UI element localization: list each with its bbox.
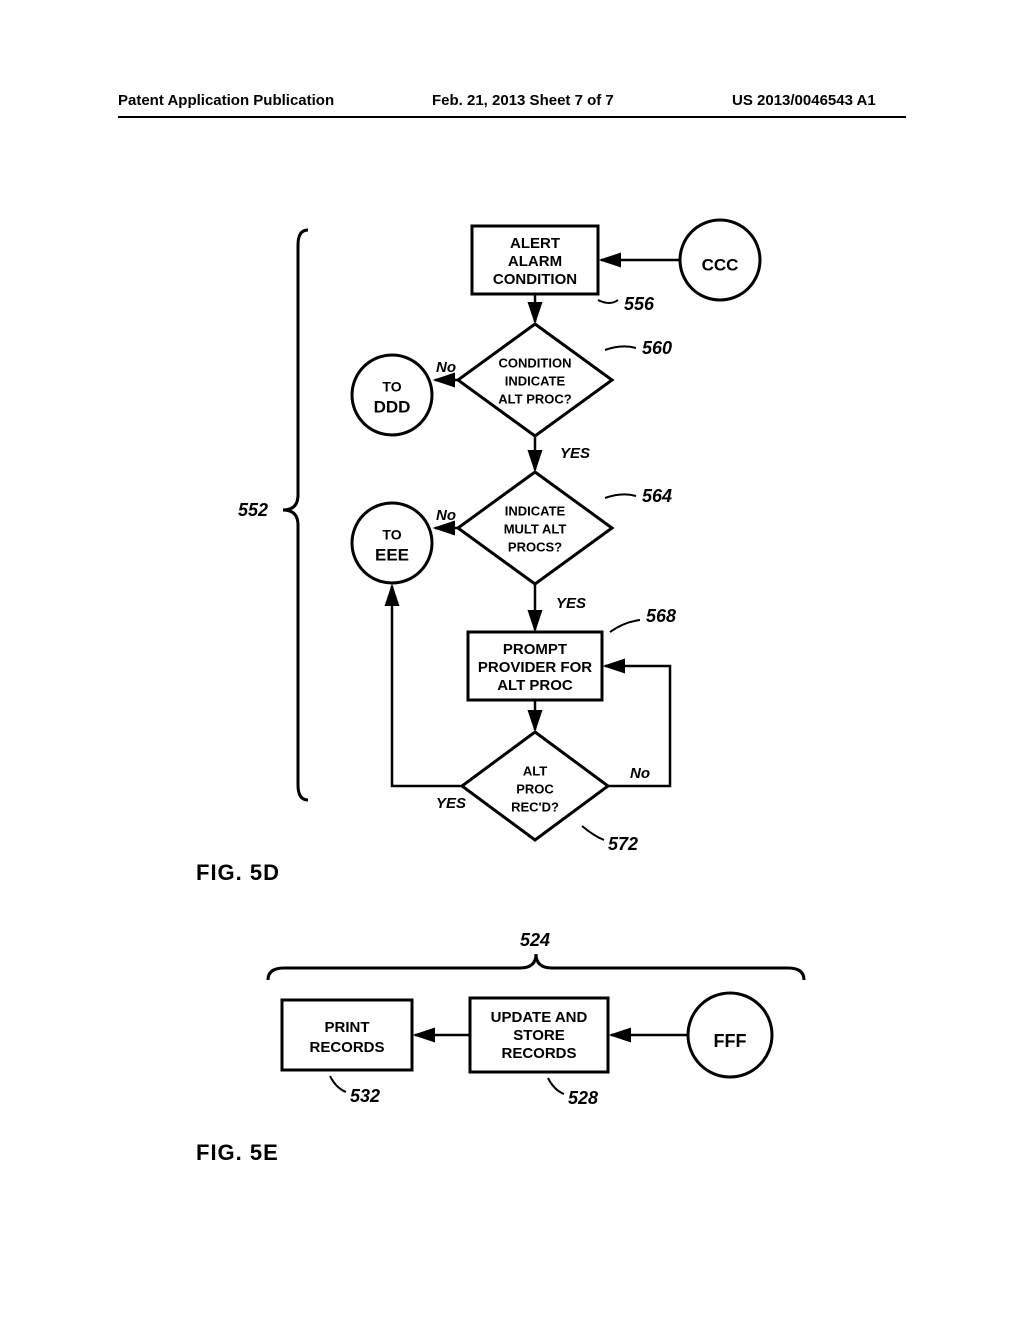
brace-552 — [283, 230, 308, 800]
yes-2: YES — [556, 595, 586, 612]
diamond-mult-l3: PROCS? — [508, 539, 562, 554]
yes-1: YES — [560, 445, 590, 462]
block-prompt-l3: ALT PROC — [497, 677, 573, 694]
conn-fff-label: FFF — [714, 1031, 747, 1051]
no-2: No — [436, 507, 456, 524]
ref-528: 528 — [568, 1088, 598, 1108]
fig5d-caption: FIG. 5D — [196, 860, 280, 885]
diamond-recd-l2: PROC — [516, 781, 554, 796]
block-update-l2: STORE — [513, 1027, 564, 1044]
ref-568: 568 — [646, 606, 676, 626]
block-update-l1: UPDATE AND — [491, 1009, 588, 1026]
ref-572: 572 — [608, 834, 638, 854]
leader-528 — [548, 1078, 564, 1094]
leader-556 — [598, 300, 618, 303]
diamond-cond-l3: ALT PROC? — [498, 391, 571, 406]
brace-524 — [268, 954, 804, 980]
diamond-mult-l2: MULT ALT — [504, 521, 567, 536]
conn-ccc-label: CCC — [702, 255, 739, 274]
leader-564 — [605, 494, 636, 498]
diamond-recd-l1: ALT — [523, 763, 547, 778]
block-alert-l2: ALARM — [508, 253, 562, 270]
diamond-mult-l1: INDICATE — [505, 503, 566, 518]
conn-ddd — [352, 355, 432, 435]
ref-560: 560 — [642, 338, 672, 358]
leader-532 — [330, 1076, 346, 1092]
block-prompt-l1: PROMPT — [503, 641, 567, 658]
block-alert-l3: CONDITION — [493, 271, 577, 288]
conn-eee-main: EEE — [375, 545, 409, 564]
block-print-l2: RECORDS — [309, 1039, 384, 1056]
conn-eee-top: TO — [382, 527, 401, 543]
conn-ddd-top: TO — [382, 379, 401, 395]
diagram-svg: 552 ALERT ALARM CONDITION CCC 556 CONDIT… — [0, 0, 1024, 1320]
ref-556: 556 — [624, 294, 655, 314]
arrow-recd-yes-eee — [392, 586, 462, 786]
no-1: No — [436, 359, 456, 376]
block-update-l3: RECORDS — [501, 1045, 576, 1062]
leader-568 — [610, 620, 640, 632]
ref-552: 552 — [238, 500, 268, 520]
conn-ddd-main: DDD — [374, 397, 411, 416]
ref-532: 532 — [350, 1086, 380, 1106]
block-prompt-l2: PROVIDER FOR — [478, 659, 592, 676]
leader-560 — [605, 346, 636, 350]
block-alert-l1: ALERT — [510, 235, 560, 252]
no-3: No — [630, 765, 650, 782]
diamond-cond-l2: INDICATE — [505, 373, 566, 388]
diamond-cond-l1: CONDITION — [499, 355, 572, 370]
fig5e-caption: FIG. 5E — [196, 1140, 279, 1165]
ref-524: 524 — [520, 930, 550, 950]
block-print-l1: PRINT — [325, 1019, 370, 1036]
diamond-recd-l3: REC'D? — [511, 799, 559, 814]
yes-3: YES — [436, 795, 466, 812]
page: Patent Application Publication Feb. 21, … — [0, 0, 1024, 1320]
conn-eee — [352, 503, 432, 583]
ref-564: 564 — [642, 486, 672, 506]
leader-572 — [582, 826, 604, 840]
